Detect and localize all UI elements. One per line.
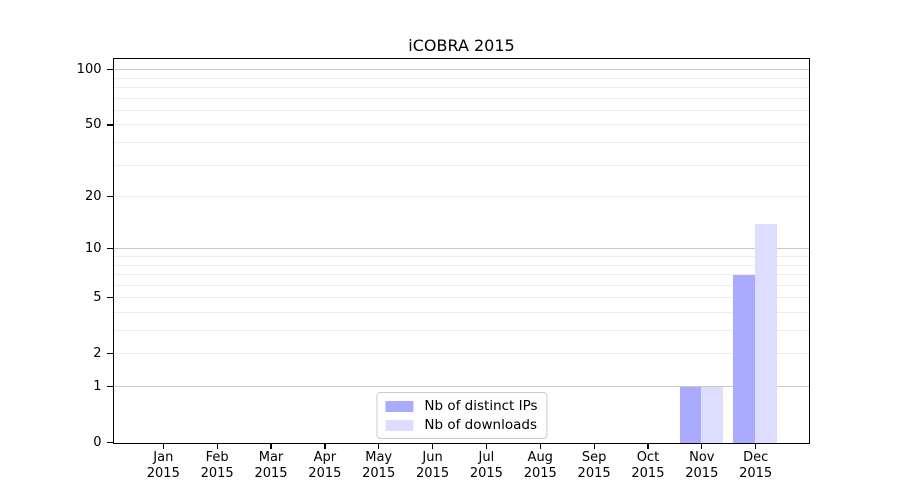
x-tick-label: Apr 2015: [293, 450, 357, 481]
plot-area: [113, 58, 810, 444]
y-tick-label: 10: [84, 240, 102, 256]
gridline-minor: [114, 353, 809, 355]
legend-item: Nb of downloads: [385, 417, 537, 433]
x-tick-mark: [647, 443, 649, 449]
x-tick-mark: [378, 443, 380, 449]
x-tick-month: Feb: [205, 450, 229, 465]
x-tick-mark: [593, 443, 595, 449]
x-tick-year: 2015: [416, 465, 450, 481]
gridline-major: [114, 69, 809, 71]
x-tick-mark: [539, 443, 541, 449]
x-tick-label: Jan 2015: [131, 450, 195, 481]
x-tick-mark: [324, 443, 326, 449]
y-tick-label: 50: [84, 116, 102, 132]
x-tick-year: 2015: [631, 465, 665, 481]
x-tick-year: 2015: [523, 465, 557, 481]
y-tick-label: 0: [93, 434, 102, 450]
x-tick-year: 2015: [362, 465, 396, 481]
legend-item: Nb of distinct IPs: [385, 398, 538, 414]
y-tick-mark: [107, 195, 113, 198]
legend-swatch: [385, 419, 414, 431]
gridline-minor: [114, 311, 809, 313]
x-tick-label: Feb 2015: [185, 450, 249, 481]
gridline-minor: [114, 109, 809, 111]
x-tick-mark: [755, 443, 757, 449]
x-tick-mark: [485, 443, 488, 449]
bar-dec-ips: [733, 275, 756, 443]
y-tick-mark: [107, 248, 113, 250]
gridline-minor: [114, 274, 809, 276]
gridline-minor: [114, 297, 809, 299]
x-tick-year: 2015: [146, 465, 180, 481]
gridline-major: [114, 386, 809, 387]
gridline-minor: [114, 264, 809, 266]
x-tick-mark: [431, 443, 434, 449]
x-tick-label: Dec 2015: [724, 450, 788, 481]
x-tick-label: Jul 2015: [454, 450, 518, 481]
x-tick-month: Aug: [527, 450, 553, 465]
gridline-minor: [114, 87, 809, 89]
x-tick-label: Jun 2015: [401, 450, 465, 481]
bar-nov-ips: [679, 387, 702, 443]
legend-label: Nb of downloads: [424, 417, 537, 433]
gridline-minor: [114, 124, 809, 126]
y-tick-mark: [107, 124, 113, 126]
x-tick-month: Jul: [478, 450, 495, 465]
x-tick-year: 2015: [739, 465, 773, 481]
legend-swatch: [385, 400, 414, 412]
x-tick-mark: [270, 443, 272, 449]
x-tick-month: Sep: [581, 450, 607, 465]
gridline-minor: [114, 142, 809, 144]
x-tick-month: Oct: [636, 450, 660, 465]
x-tick-year: 2015: [469, 465, 503, 481]
x-tick-mark: [216, 443, 218, 449]
bar-nov-downloads: [701, 387, 724, 443]
chart-title: iCOBRA 2015: [408, 36, 515, 55]
y-tick-mark: [107, 353, 113, 355]
y-tick-label: 5: [93, 289, 102, 305]
x-tick-month: Jan: [153, 450, 174, 465]
x-tick-label: Oct 2015: [616, 450, 680, 481]
gridline-minor: [114, 97, 809, 99]
x-tick-label: Mar 2015: [239, 450, 303, 481]
gridline-minor: [114, 330, 809, 332]
x-tick-month: Jun: [422, 450, 443, 465]
gridline-minor: [114, 164, 809, 166]
x-tick-label: Aug 2015: [508, 450, 572, 481]
x-tick-year: 2015: [254, 465, 288, 481]
gridline-minor: [114, 196, 809, 198]
x-tick-label: May 2015: [347, 450, 411, 481]
x-tick-month: Apr: [313, 450, 337, 465]
x-tick-year: 2015: [308, 465, 342, 481]
x-tick-label: Nov 2015: [670, 450, 734, 481]
y-tick-label: 100: [76, 61, 102, 77]
y-tick-mark: [107, 441, 113, 444]
x-tick-month: Nov: [689, 450, 715, 465]
y-tick-label: 20: [84, 188, 102, 204]
x-tick-year: 2015: [685, 465, 719, 481]
y-tick-mark: [107, 69, 113, 71]
x-tick-year: 2015: [200, 465, 234, 481]
legend: Nb of distinct IPs Nb of downloads: [376, 392, 548, 439]
gridline-minor: [114, 77, 809, 79]
gridline-major: [114, 248, 809, 250]
y-tick-mark: [107, 385, 113, 388]
gridline-minor: [114, 284, 809, 286]
x-tick-year: 2015: [577, 465, 611, 481]
x-tick-month: Mar: [258, 450, 284, 465]
x-tick-month: Dec: [743, 450, 769, 465]
x-tick-month: May: [365, 450, 393, 465]
y-tick-mark: [107, 297, 113, 299]
gridline-minor: [114, 256, 809, 257]
x-tick-label: Sep 2015: [562, 450, 626, 481]
x-tick-mark: [701, 443, 703, 449]
x-tick-mark: [162, 443, 164, 449]
y-tick-label: 1: [93, 378, 102, 394]
bar-dec-downloads: [755, 224, 777, 443]
legend-label: Nb of distinct IPs: [424, 398, 538, 414]
y-tick-label: 2: [93, 345, 102, 361]
